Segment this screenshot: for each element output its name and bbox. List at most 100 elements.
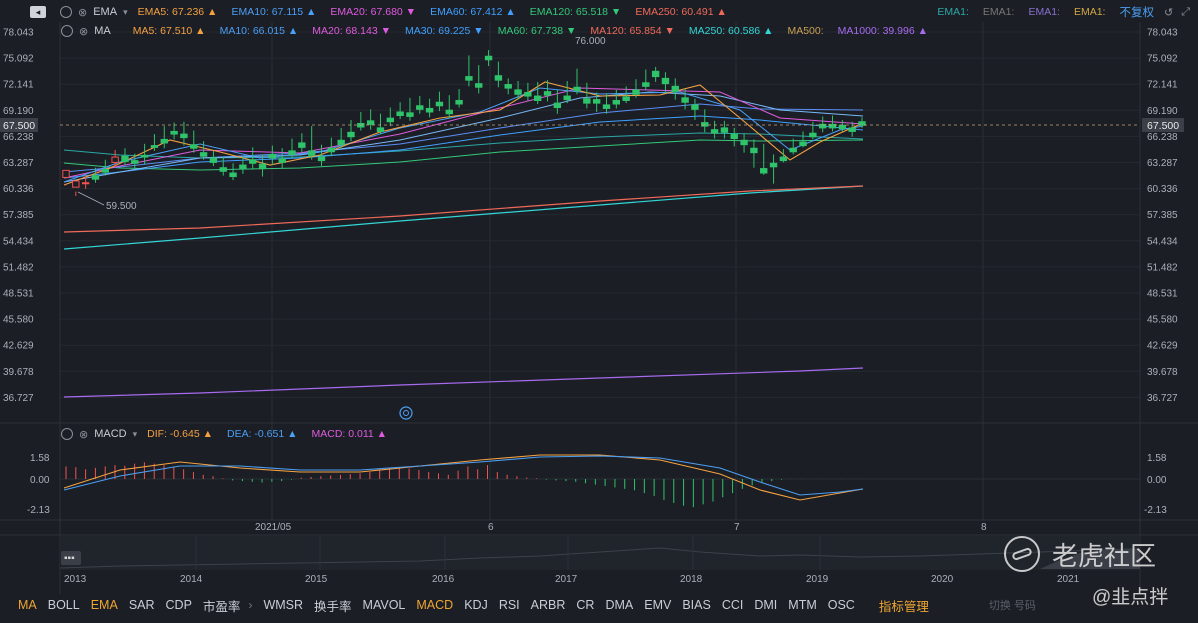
chevron-right-icon[interactable]: › (248, 598, 253, 612)
indicator-tab-mtm[interactable]: MTM (788, 598, 817, 612)
price-tick-label: 57.385 (3, 210, 34, 221)
candle (81, 182, 90, 185)
close-icon[interactable]: ⊗ (79, 25, 89, 38)
legend-value: MA1000: 39.996 ▲ (837, 25, 929, 37)
indicator-tab-kdj[interactable]: KDJ (464, 598, 488, 612)
indicator-tab-osc[interactable]: OSC (827, 598, 855, 612)
price-tick-label: 72.141 (3, 80, 34, 91)
price-tick-label: 60.336 (3, 184, 34, 195)
candle (278, 158, 286, 163)
indicator-tab-换手率[interactable]: 换手率 (314, 599, 352, 614)
candle (553, 102, 562, 109)
legend-value: MACD: 0.011 ▲ (311, 428, 388, 440)
indicator-tab-sar[interactable]: SAR (128, 598, 155, 612)
price-tick-label: 69.190 (3, 106, 34, 117)
indicator-tab-bar: MA BOLL EMA SAR CDP 市盈率 › WMSR 换手率 MAVOL MACD KDJ RS… (0, 594, 1198, 616)
svg-text:2020: 2020 (931, 574, 954, 585)
adjust-price-button[interactable]: 不复权 (1119, 7, 1154, 19)
ma60-line (63, 115, 864, 179)
indicator-tab-dma[interactable]: DMA (605, 598, 634, 612)
price-tick-label: 51.482 (3, 262, 34, 273)
indicator-tab-cr[interactable]: CR (576, 598, 595, 612)
candle (249, 159, 257, 164)
candle (396, 111, 404, 117)
candle (465, 76, 473, 81)
indicator-tab-市盈率[interactable]: 市盈率 (202, 599, 241, 614)
current-price-left: 67.500 (3, 120, 35, 132)
indicator-tab-cci[interactable]: CCI (721, 598, 744, 612)
chevron-down-icon[interactable]: ▾ (123, 6, 128, 17)
candle (799, 141, 807, 147)
svg-text:▪▪▪: ▪▪▪ (64, 553, 75, 564)
candle (769, 162, 778, 168)
candle (406, 112, 414, 117)
candle (583, 98, 591, 104)
collapse-icon[interactable]: ◂ (30, 6, 46, 18)
candle (425, 107, 434, 113)
indicator-tab-arbr[interactable]: ARBR (530, 598, 566, 612)
candle (475, 83, 483, 88)
macd-dif-line (63, 454, 864, 501)
legend-value: EMA10: 67.115 ▲ (231, 6, 317, 18)
legend-value: EMA1: (937, 6, 969, 18)
settings-icon[interactable] (61, 428, 73, 440)
reset-icon[interactable]: ↺ (1163, 6, 1174, 19)
candle (150, 145, 159, 148)
price-tick-label: 72.141 (1147, 80, 1178, 91)
legend-value: DIF: -0.645 ▲ (147, 428, 213, 440)
target-icon[interactable] (399, 406, 413, 420)
legend-value: EMA60: 67.412 ▲ (430, 6, 516, 18)
candle (730, 133, 738, 140)
ema-label: EMA (93, 6, 118, 18)
watermark-logo (1004, 536, 1040, 572)
indicator-tab-mavol[interactable]: MAVOL (362, 598, 406, 612)
svg-text:2013: 2013 (64, 574, 87, 585)
candle (288, 150, 296, 155)
candle (622, 96, 630, 101)
high-annotation: 76.000 (575, 36, 606, 47)
settings-icon[interactable] (60, 6, 72, 18)
indicator-tab-ma[interactable]: MA (18, 598, 37, 612)
watermark-brand: 老虎社区 (1052, 541, 1157, 571)
svg-text:2014: 2014 (180, 574, 203, 585)
close-icon[interactable]: ⊗ (78, 6, 88, 19)
price-axis-left: 78.043 75.092 72.141 69.190 66.238 63.287 60.3… (3, 28, 34, 404)
indicator-tab-bias[interactable]: BIAS (682, 598, 711, 612)
macd-legend-bar: ⊗ MACD ▾ DIF: -0.645 ▲ DEA: -0.651 ▲ MACD:… (0, 425, 1198, 443)
indicator-tab-emv[interactable]: EMV (644, 598, 672, 612)
legend-value: MA500: (787, 25, 824, 37)
chevron-down-icon[interactable]: ▾ (132, 428, 138, 439)
ma-label: MA (94, 25, 111, 37)
candle (327, 147, 336, 153)
price-tick-label: 78.043 (3, 28, 34, 39)
candle (209, 157, 218, 163)
legend-value: EMA1: (1028, 6, 1060, 18)
candle (386, 117, 394, 123)
price-tick-label: 66.238 (3, 132, 34, 143)
close-icon[interactable]: ⊗ (79, 428, 89, 441)
svg-text:2016: 2016 (432, 574, 455, 585)
legend-value: MA5: 67.510 ▲ (132, 25, 206, 37)
indicator-tab-dmi[interactable]: DMI (754, 598, 778, 612)
indicator-tab-ema[interactable]: EMA (90, 598, 118, 612)
candle (789, 147, 797, 153)
indicator-tab-boll[interactable]: BOLL (47, 598, 80, 612)
indicator-tab-wmsr[interactable]: WMSR (263, 598, 304, 612)
indicator-tab-macd[interactable]: MACD (416, 598, 454, 612)
indicator-tab-cdp[interactable]: CDP (165, 598, 192, 612)
indicator-tab-rsi[interactable]: RSI (498, 598, 520, 612)
indicator-manage-button[interactable]: 指标管理 (878, 599, 929, 614)
watermark-faint: 切换 号码 (988, 600, 1036, 612)
legend-value: MA250: 60.586 ▲ (688, 25, 774, 37)
settings-icon[interactable] (61, 25, 73, 37)
svg-text:-2.13: -2.13 (27, 505, 50, 516)
overview-navigator[interactable]: ▪▪▪ 2013 2014 2015 2016 2017 2018 2019 2… (59, 536, 1141, 585)
svg-text:2017: 2017 (555, 574, 578, 585)
watermark-user: @韭点拌 (1092, 587, 1169, 608)
ma20-line (63, 87, 864, 179)
fullscreen-icon[interactable]: ⤢ (1181, 5, 1190, 18)
candle (760, 168, 768, 174)
svg-text:-2.13: -2.13 (1144, 505, 1167, 516)
chart-canvas[interactable]: 67.500 67.500 76.000 59.500 78.043 75.092… (0, 0, 1198, 594)
